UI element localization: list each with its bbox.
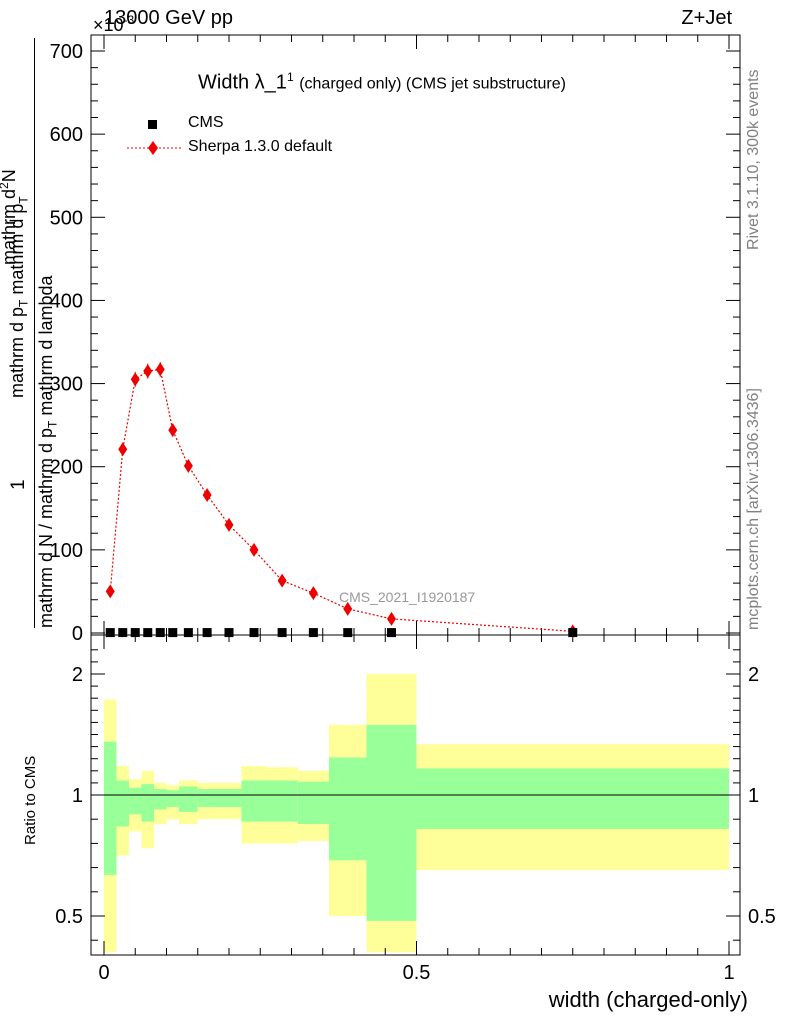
- xaxis-label: width (charged-only): [548, 987, 748, 1012]
- cms-point: [308, 628, 318, 638]
- ratio-ytick-label-right: 0.5: [748, 906, 776, 928]
- cms-point: [183, 628, 193, 638]
- ratio-band-inner: [197, 788, 217, 808]
- ratio-bands: [91, 674, 740, 953]
- main-ylabel-numerator: mathrm d pT mathrm d pT: [7, 196, 31, 398]
- ratio-band-inner: [366, 724, 417, 921]
- legend-marker-diamond: [127, 141, 183, 155]
- ratio-band-inner: [216, 788, 242, 808]
- ratio-band-inner: [116, 780, 129, 827]
- ratio-ytick-label-left: 2: [72, 664, 83, 686]
- cms-point: [224, 628, 234, 638]
- main-ylabel-numerator-top: mathrm d2N: [0, 169, 19, 265]
- ratio-band-inner: [166, 790, 179, 808]
- ratio-band-inner: [329, 757, 367, 861]
- ratio-band-inner: [241, 780, 267, 822]
- exponent-base: ×10: [93, 15, 124, 35]
- legend-marker-square: [148, 120, 157, 129]
- cms-point: [387, 628, 396, 638]
- cms-point: [249, 628, 259, 638]
- process-label: Z+Jet: [681, 7, 732, 29]
- cms-point: [568, 628, 578, 638]
- ylabel-one: 1: [8, 479, 29, 490]
- main-axes: 0 100 200 300 400 500 600 700: [50, 41, 740, 645]
- analysis-watermark: CMS_2021_I1920187: [339, 589, 476, 605]
- main-ytick-label: 500: [50, 207, 83, 229]
- cms-point: [168, 628, 178, 638]
- xtick-label: 0.5: [403, 962, 431, 984]
- sherpa-point: [224, 517, 234, 532]
- exponent-power: -3: [123, 13, 135, 27]
- cms-point: [277, 628, 287, 638]
- plot-title: Width λ_11 (charged only) (CMS jet subst…: [198, 70, 566, 95]
- sherpa-point: [143, 364, 153, 379]
- rivet-label: Rivet 3.1.10, 300k events: [745, 69, 762, 250]
- main-ytick-label: 600: [50, 124, 83, 146]
- ratio-ylabel: Ratio to CMS: [22, 755, 39, 845]
- main-ytick-label: 100: [50, 540, 83, 562]
- ratio-band-inner: [416, 768, 729, 829]
- sherpa-point: [343, 601, 353, 616]
- sherpa-point: [277, 573, 287, 588]
- main-ytick-label: 0: [72, 623, 83, 645]
- ratio-axes: 0.5 0.5 1 1 2 2 0 0.5 1: [55, 35, 776, 984]
- plot-title-rest: (charged only) (CMS jet substructure): [299, 75, 566, 93]
- xtick-label: 1: [723, 962, 734, 984]
- mcplots-label: mcplots.cern.ch [arXiv:1306.3436]: [745, 388, 762, 630]
- legend-label-sherpa: Sherpa 1.3.0 default: [188, 138, 333, 155]
- cms-point: [118, 628, 128, 638]
- sherpa-point: [168, 423, 178, 438]
- sherpa-point: [308, 586, 318, 601]
- ratio-ytick-label-right: 1: [748, 785, 759, 807]
- energy-label: 13000 GeV pp: [104, 7, 233, 29]
- xtick-label: 0: [98, 962, 109, 984]
- main-ytick-label: 300: [50, 374, 83, 396]
- ratio-band-inner: [104, 741, 117, 875]
- cms-point: [143, 628, 153, 638]
- ylabel-fraction-line: [34, 38, 35, 628]
- sherpa-point: [118, 442, 128, 457]
- sherpa-point: [130, 372, 140, 387]
- plot-title-main: Width λ_1: [198, 71, 287, 94]
- sherpa-point: [249, 542, 259, 557]
- ratio-ytick-label-left: 0.5: [55, 906, 83, 928]
- main-ytick-label: 700: [50, 41, 83, 63]
- ratio-band-inner: [266, 780, 298, 822]
- cms-point: [155, 628, 165, 638]
- sherpa-point: [202, 487, 212, 502]
- plot-title-sup: 1: [286, 70, 294, 84]
- ratio-band-inner: [141, 784, 154, 822]
- exponent-label: ×10-3: [93, 13, 134, 36]
- legend-label-cms: CMS: [188, 114, 224, 131]
- ratio-ytick-label-right: 2: [748, 664, 759, 686]
- ratio-band-inner: [297, 781, 329, 825]
- ratio-ytick-label-left: 1: [72, 785, 83, 807]
- main-data: [105, 361, 578, 639]
- ratio-band-inner: [154, 788, 167, 810]
- sherpa-point: [387, 611, 396, 626]
- ratio-band-inner: [129, 787, 142, 815]
- cms-point: [105, 628, 115, 638]
- cms-point: [343, 628, 353, 638]
- cms-point: [130, 628, 140, 638]
- main-ytick-label: 200: [50, 457, 83, 479]
- ratio-band-inner: [179, 786, 198, 812]
- sherpa-point: [183, 458, 193, 473]
- sherpa-point: [155, 362, 165, 377]
- cms-point: [202, 628, 212, 638]
- main-ytick-label: 400: [50, 290, 83, 312]
- sherpa-point: [105, 584, 115, 599]
